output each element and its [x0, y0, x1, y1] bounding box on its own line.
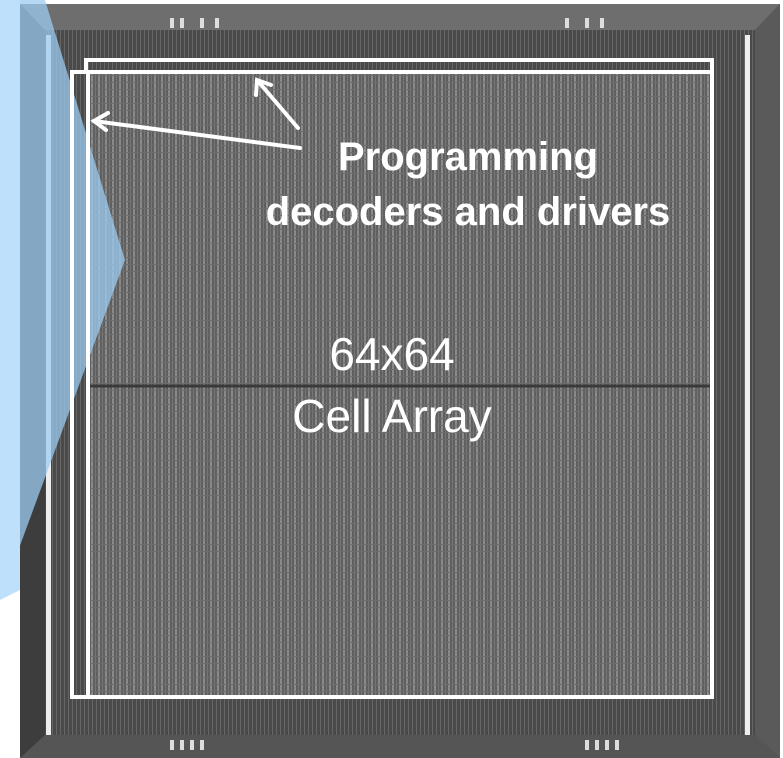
- label: Cell Array: [292, 390, 491, 442]
- bevel: [20, 735, 780, 758]
- label: decoders and drivers: [266, 190, 671, 234]
- highlight: [0, 0, 20, 600]
- page: Programming decoders and drivers 64x64 C…: [0, 0, 783, 758]
- bevel: [755, 4, 780, 758]
- rail: [745, 35, 750, 735]
- label: 64x64: [329, 328, 454, 380]
- bevel: [20, 4, 780, 30]
- label: Programming: [338, 135, 598, 179]
- die-photo: Programming decoders and drivers 64x64 C…: [0, 0, 783, 758]
